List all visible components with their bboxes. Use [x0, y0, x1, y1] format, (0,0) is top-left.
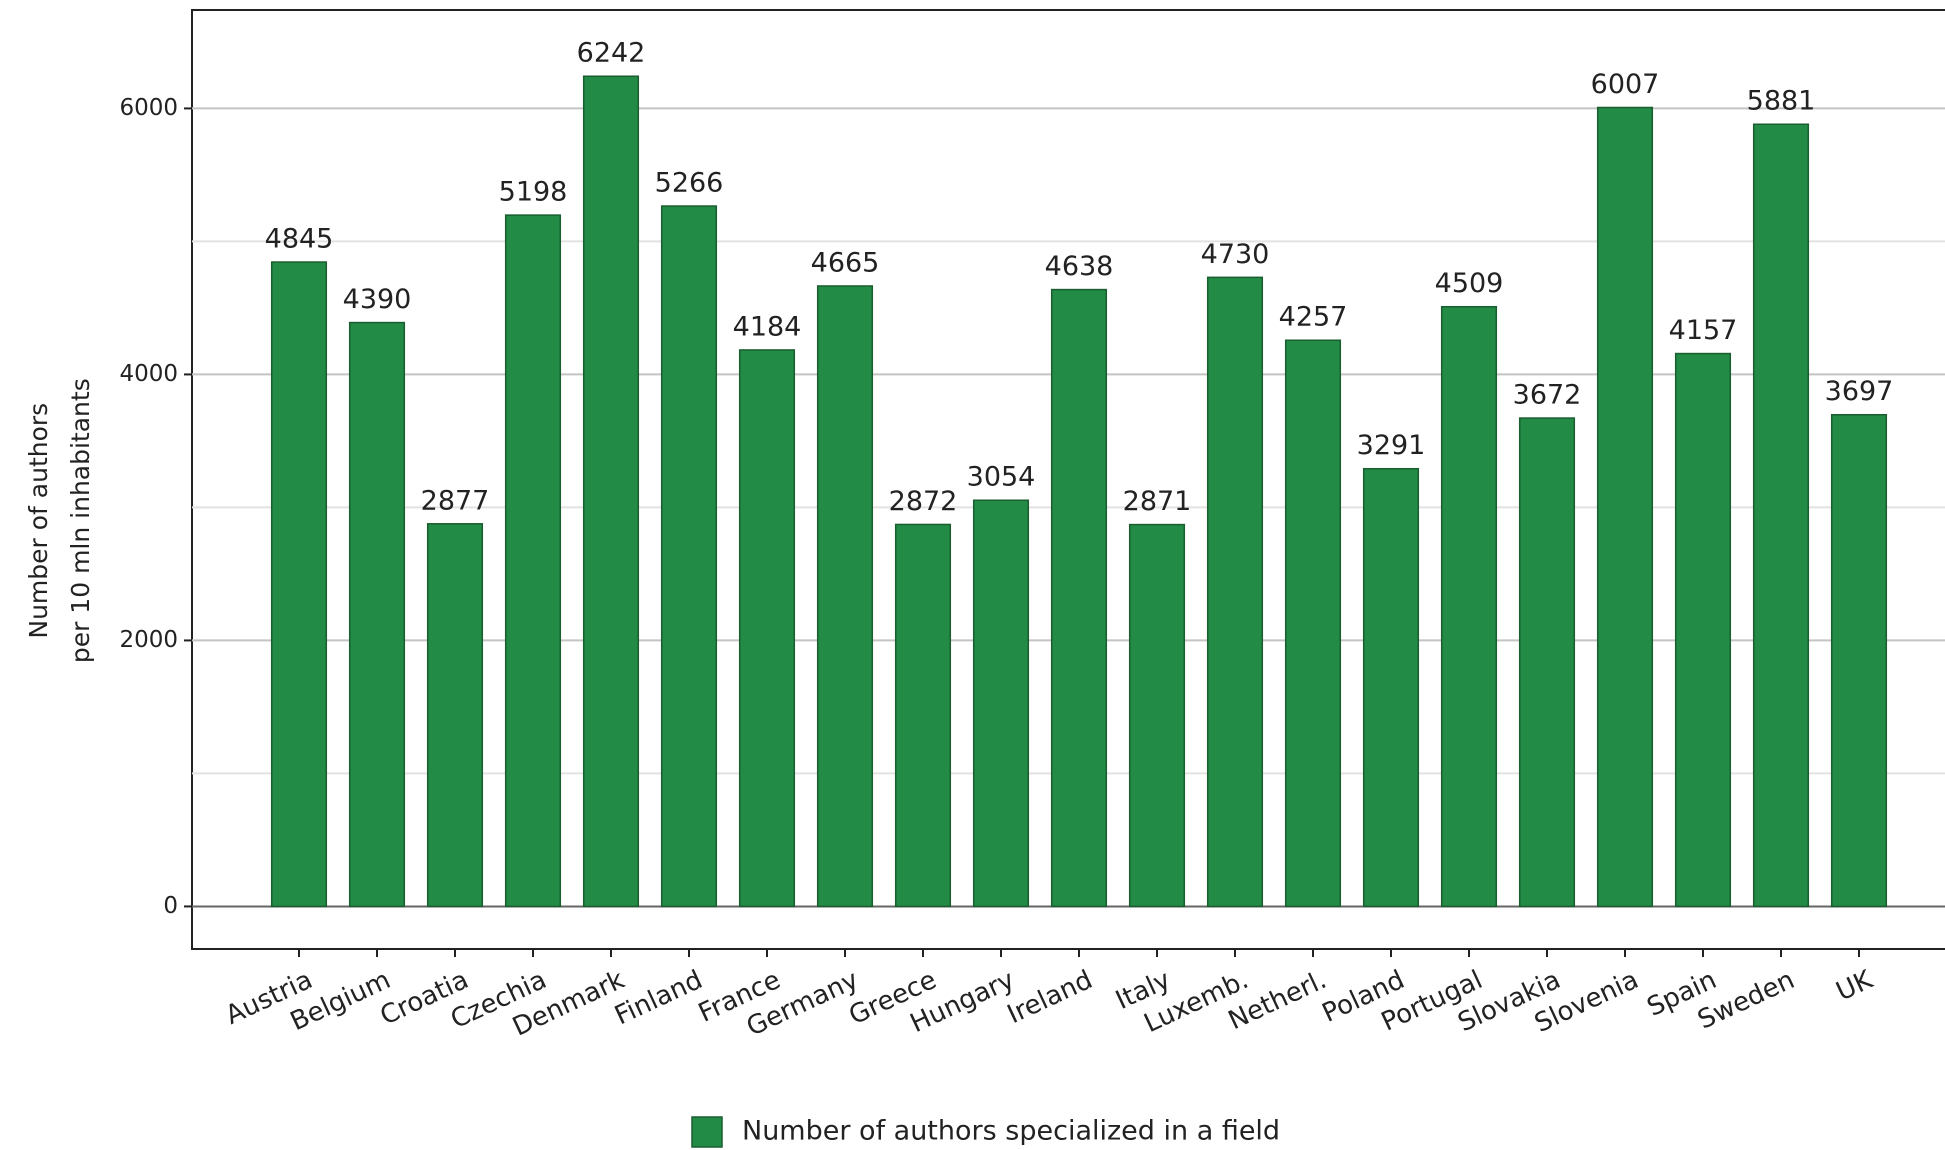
value-label: 4184	[733, 311, 802, 342]
value-label: 4665	[811, 247, 880, 278]
value-label: 5881	[1747, 86, 1816, 117]
value-label: 5198	[499, 177, 568, 208]
bar	[738, 349, 796, 908]
value-label: 4157	[1669, 315, 1738, 346]
y-tick-label: 6000	[119, 95, 178, 121]
bar	[1830, 413, 1888, 908]
value-label: 3291	[1357, 430, 1426, 461]
bar	[1674, 352, 1732, 908]
bar	[582, 75, 640, 908]
bar	[1596, 106, 1654, 908]
x-tick-label: Finland	[610, 965, 707, 1031]
value-label: 4845	[265, 224, 334, 255]
bar	[972, 499, 1030, 908]
value-label: 4509	[1435, 268, 1504, 299]
bar	[504, 214, 562, 908]
plot-frame	[191, 9, 1945, 950]
x-tick-label: UK	[1832, 965, 1878, 1008]
y-tick-label: 0	[163, 893, 178, 919]
bar	[270, 261, 328, 908]
value-label: 3697	[1825, 376, 1894, 407]
legend-label: Number of authors specialized in a field	[742, 1116, 1280, 1147]
y-tick-label: 2000	[119, 627, 178, 653]
value-label: 5266	[655, 168, 724, 199]
bar	[1206, 276, 1264, 908]
bar	[348, 321, 406, 908]
bar	[1284, 339, 1342, 908]
value-label: 4257	[1279, 302, 1348, 333]
value-label: 2871	[1123, 486, 1192, 517]
value-label: 3672	[1513, 380, 1582, 411]
legend-swatch	[691, 1116, 723, 1148]
value-label: 6242	[577, 38, 646, 69]
bar	[426, 523, 484, 908]
bar	[894, 523, 952, 908]
legend: Number of authors specialized in a field	[691, 1116, 1280, 1148]
y-axis-label: per 10 mln inhabitants	[66, 378, 95, 663]
bar	[1518, 417, 1576, 908]
value-label: 2877	[421, 485, 490, 516]
value-label: 4390	[343, 284, 412, 315]
bar	[1128, 523, 1186, 908]
bar	[1362, 467, 1420, 908]
value-label: 4638	[1045, 251, 1114, 282]
bar	[1050, 288, 1108, 908]
value-label: 6007	[1591, 69, 1660, 100]
value-label: 3054	[967, 462, 1036, 493]
bar	[1440, 305, 1498, 908]
bar	[660, 205, 718, 908]
y-axis-label: Number of authors	[24, 403, 53, 639]
value-label: 2872	[889, 486, 958, 517]
x-tick-label: Ireland	[1003, 965, 1097, 1030]
bar	[816, 285, 874, 908]
value-label: 4730	[1201, 239, 1270, 270]
bar	[1752, 123, 1810, 908]
y-tick-label: 4000	[119, 361, 178, 387]
